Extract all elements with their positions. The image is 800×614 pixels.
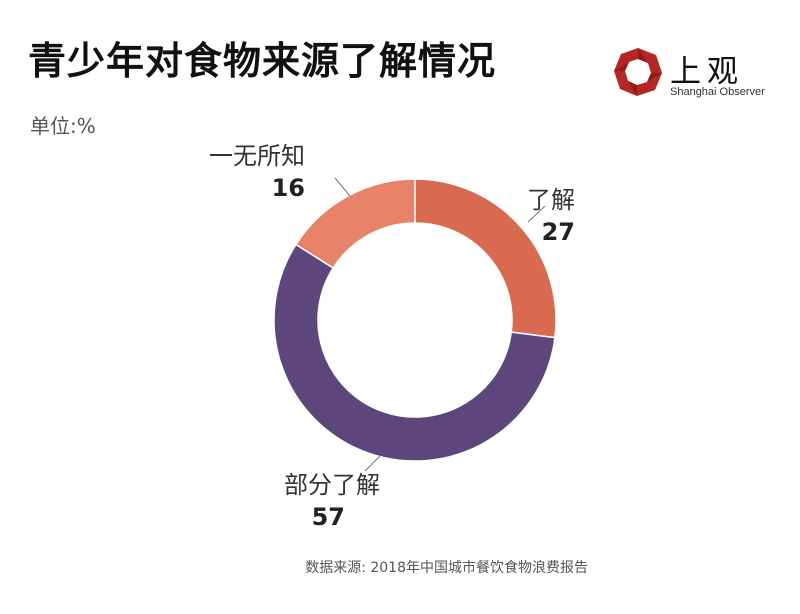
leader-line-1	[364, 455, 381, 472]
logo-text-en: Shanghai Observer	[670, 86, 765, 98]
slice-label-2: 一无所知	[209, 142, 305, 170]
donut-slice-1	[273, 243, 556, 462]
slice-label-1: 部分了解	[284, 471, 380, 499]
data-source: 数据来源: 2018年中国城市餐饮食物浪费报告	[305, 560, 588, 576]
slice-label-0: 了解	[527, 186, 575, 214]
unit-label: 单位:%	[30, 114, 96, 138]
slice-value-0: 27	[542, 218, 575, 246]
logo-emblem-icon	[614, 48, 662, 96]
shanghai-observer-logo: 上观 Shanghai Observer	[612, 46, 782, 102]
leader-line-0	[527, 205, 546, 223]
slice-value-2: 16	[272, 174, 305, 202]
logo-text-cn: 上观	[670, 54, 744, 90]
slice-value-1: 57	[312, 503, 345, 531]
leader-line-2	[334, 177, 351, 197]
donut-slice-2	[294, 178, 416, 270]
chart-title: 青少年对食物来源了解情况	[28, 39, 497, 83]
